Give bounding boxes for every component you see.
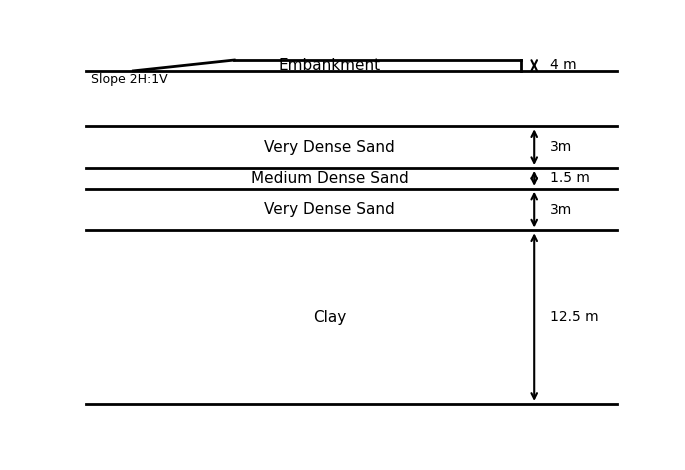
Text: Very Dense Sand: Very Dense Sand xyxy=(264,202,395,217)
Text: Medium Dense Sand: Medium Dense Sand xyxy=(251,171,409,186)
Text: 12.5 m: 12.5 m xyxy=(550,310,599,324)
Text: Very Dense Sand: Very Dense Sand xyxy=(264,140,395,155)
Text: Slope 2H:1V: Slope 2H:1V xyxy=(91,73,168,86)
Text: Clay: Clay xyxy=(313,310,347,325)
Text: 3m: 3m xyxy=(550,203,573,217)
Text: 1.5 m: 1.5 m xyxy=(550,172,590,185)
Text: 4 m: 4 m xyxy=(550,58,577,72)
Text: 3m: 3m xyxy=(550,140,573,154)
Text: Embankment: Embankment xyxy=(279,58,381,73)
